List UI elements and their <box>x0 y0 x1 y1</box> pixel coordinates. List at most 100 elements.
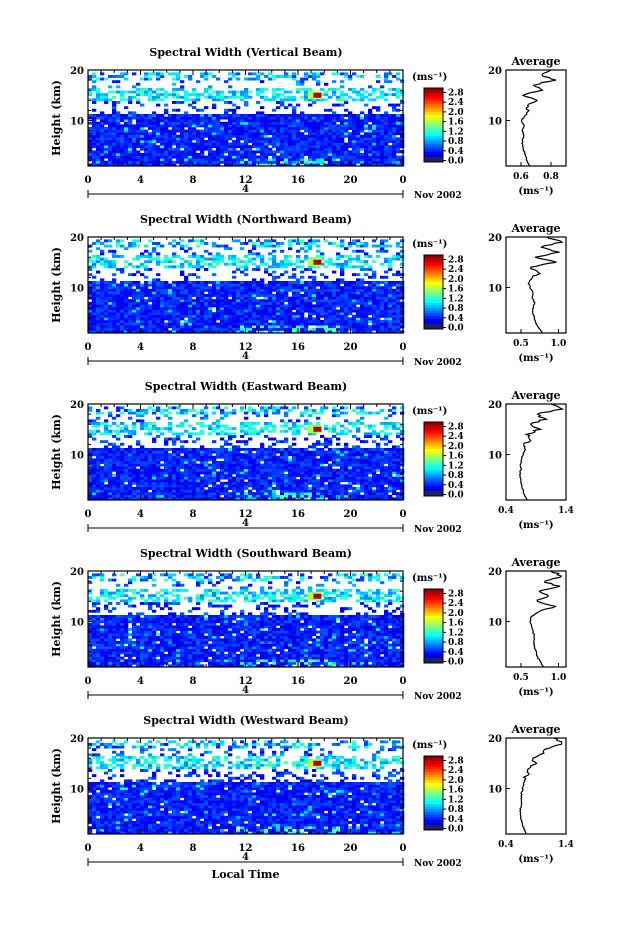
profile-title: Average <box>510 389 560 402</box>
x-tick-label: 12 <box>239 342 253 353</box>
colorbar-tick-label: 1.6 <box>448 452 464 462</box>
x-tick-label: 20 <box>344 175 358 186</box>
profile-y-tick-label: 10 <box>488 117 502 128</box>
profile-x-tick-label: 0.5 <box>513 339 529 349</box>
profile-x-tick-label: 1.0 <box>551 339 567 349</box>
y-tick-label: 10 <box>70 284 84 295</box>
y-axis-label: Height (km) <box>50 80 63 156</box>
profile-xlabel: (ms⁻¹) <box>518 854 553 865</box>
profile-y-tick-label: 20 <box>488 567 502 578</box>
colorbar-tick-label: 0.0 <box>448 491 464 501</box>
profile-line <box>518 403 565 501</box>
heatmap-cells <box>88 740 405 835</box>
hot-spot <box>307 91 322 100</box>
hot-spot <box>307 592 322 601</box>
y-axis-label: Height (km) <box>50 414 63 490</box>
x-tick-label: 8 <box>190 509 197 520</box>
heatmap-cells <box>88 72 405 167</box>
x-tick-label: 16 <box>291 509 305 520</box>
colorbar-unit: (ms⁻¹) <box>412 72 447 83</box>
day-axis: 4 Nov 2002 <box>87 351 462 368</box>
y-tick-label: 10 <box>70 117 84 128</box>
colorbar-tick-label: 2.4 <box>448 432 464 442</box>
x-tick-label: 12 <box>239 843 253 854</box>
profile-xlabel: (ms⁻¹) <box>518 687 553 698</box>
colorbar-tick-label: 0.8 <box>448 638 464 648</box>
colorbar-frame <box>423 421 444 497</box>
profile-y-tick-label: 20 <box>488 734 502 745</box>
colorbar-tick-label: 2.4 <box>448 98 464 108</box>
colorbar-tick-label: 0.4 <box>448 648 464 658</box>
panel-title: Spectral Width (Westward Beam) <box>143 714 348 727</box>
heatmap-cells <box>88 239 405 334</box>
colorbar-tick-label: 1.6 <box>448 786 464 796</box>
colorbar-tick-label: 0.0 <box>448 157 464 167</box>
x-tick-label: 0 <box>400 676 407 687</box>
colorbar-tick-label: 2.8 <box>448 255 464 265</box>
colorbar-tick-label: 1.2 <box>448 628 464 638</box>
y-tick-label: 20 <box>70 233 84 244</box>
profile-x-tick-label: 1.4 <box>558 506 574 516</box>
day-axis: 4 Nov 2002 <box>87 685 462 702</box>
average-profile: Average 20 10 0.6 0.8 (ms⁻¹) <box>488 55 567 197</box>
y-tick-label: 20 <box>70 400 84 411</box>
date-label: Nov 2002 <box>414 191 462 201</box>
colorbar-unit: (ms⁻¹) <box>412 239 447 250</box>
colorbar-tick-label: 2.4 <box>448 265 464 275</box>
colorbar-tick-label: 2.8 <box>448 88 464 98</box>
colorbar-tick-label: 1.6 <box>448 285 464 295</box>
colorbar-tick-label: 0.8 <box>448 304 464 314</box>
profile-x-tick-label: 0.4 <box>498 506 514 516</box>
x-tick-label: 0 <box>85 843 92 854</box>
y-tick-label: 10 <box>70 451 84 462</box>
profile-frame <box>505 403 567 501</box>
x-ticks: 0 4 8 12 16 20 0 <box>85 404 407 520</box>
colorbar-tick-label: 1.2 <box>448 127 464 137</box>
profile-frame <box>505 69 567 167</box>
colorbar-frame <box>423 588 444 664</box>
profile-title: Average <box>510 222 560 235</box>
colorbar-tick-label: 0.8 <box>448 137 464 147</box>
day-axis: 4 Nov 2002 <box>87 518 462 535</box>
colorbar-tick-label: 0.4 <box>448 314 464 324</box>
colorbar-unit: (ms⁻¹) <box>412 740 447 751</box>
colorbar-tick-label: 1.6 <box>448 118 464 128</box>
average-profile: Average 20 10 0.5 1.0 (ms⁻¹) <box>488 222 567 364</box>
y-tick-label: 10 <box>70 785 84 796</box>
colorbar-tick-label: 0.4 <box>448 815 464 825</box>
profile-y-tick-label: 10 <box>488 618 502 629</box>
colorbar: (ms⁻¹)2.82.42.01.61.20.80.40.0 <box>412 239 464 334</box>
day-marker-label: 4 <box>242 184 249 195</box>
panel-5: Spectral Width (Westward Beam) Height (km… <box>50 714 574 881</box>
x-tick-label: 0 <box>400 843 407 854</box>
colorbar-unit: (ms⁻¹) <box>412 573 447 584</box>
profile-frame <box>505 236 567 334</box>
panel-3: Spectral Width (Eastward Beam) Height (km… <box>50 380 574 535</box>
colorbar: (ms⁻¹)2.82.42.01.61.20.80.40.0 <box>412 406 464 501</box>
x-tick-label: 8 <box>190 843 197 854</box>
date-label: Nov 2002 <box>414 525 462 535</box>
profile-frame <box>505 737 567 835</box>
profile-y-tick-label: 10 <box>488 284 502 295</box>
colorbar: (ms⁻¹)2.82.42.01.61.20.80.40.0 <box>412 72 464 167</box>
profile-x-tick-label: 1.4 <box>558 840 574 850</box>
average-profile: Average 20 10 0.4 1.4 (ms⁻¹) <box>488 723 574 865</box>
colorbar: (ms⁻¹)2.82.42.01.61.20.80.40.0 <box>412 573 464 668</box>
colorbar-tick-label: 2.4 <box>448 766 464 776</box>
x-ticks: 0 4 8 12 16 20 0 <box>85 70 407 186</box>
x-tick-label: 20 <box>344 843 358 854</box>
profile-frame <box>505 570 567 668</box>
colorbar-tick-label: 2.8 <box>448 589 464 599</box>
profile-x-tick-label: 0.8 <box>543 172 559 182</box>
day-axis: 4 Nov 2002 <box>87 852 462 869</box>
profile-line <box>520 69 557 167</box>
day-marker-label: 4 <box>242 685 249 696</box>
colorbar-unit: (ms⁻¹) <box>412 406 447 417</box>
x-ticks: 0 4 8 12 16 20 0 <box>85 738 407 854</box>
x-tick-label: 4 <box>137 843 144 854</box>
colorbar-frame <box>423 87 444 163</box>
profile-xlabel: (ms⁻¹) <box>518 353 553 364</box>
